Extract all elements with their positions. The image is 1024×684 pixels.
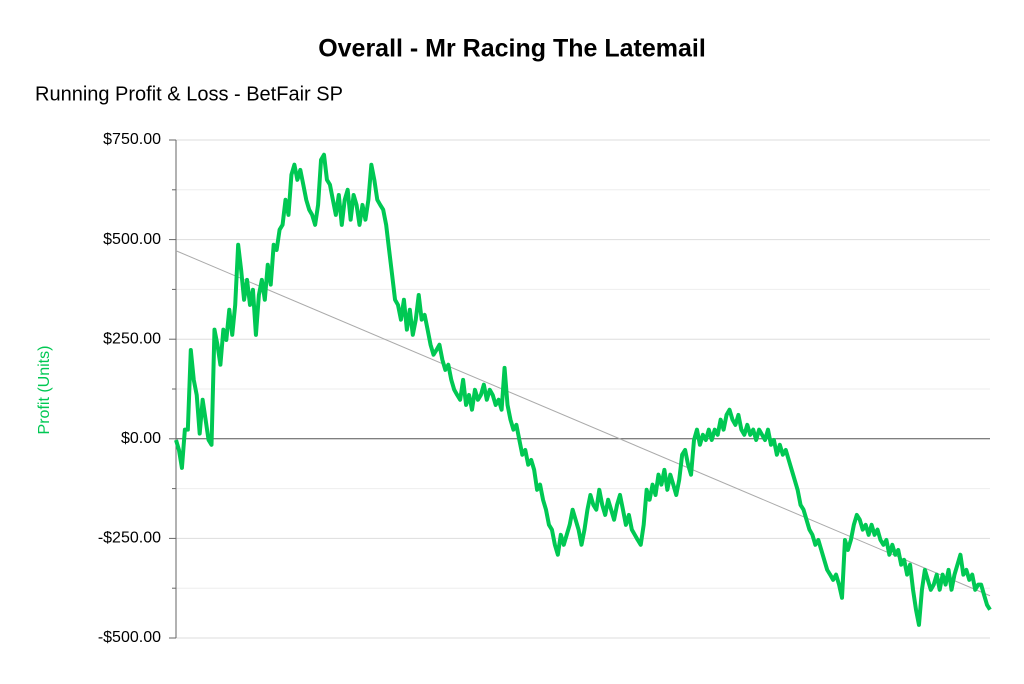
profit-line [174,152,992,627]
y-tick-label: -$500.00 [98,629,161,646]
y-tick-label: $750.00 [103,131,161,148]
chart-title: Overall - Mr Racing The Latemail [318,35,706,63]
chart-subtitle: Running Profit & Loss - BetFair SP [35,83,343,105]
y-tick-label: -$250.00 [98,530,161,547]
y-tick-label: $250.00 [103,330,161,347]
y-tick-label: $0.00 [121,430,161,447]
trend-line [175,250,991,597]
y-axis-label: Profit (Units) [36,346,53,435]
y-tick-label: $500.00 [103,231,161,248]
